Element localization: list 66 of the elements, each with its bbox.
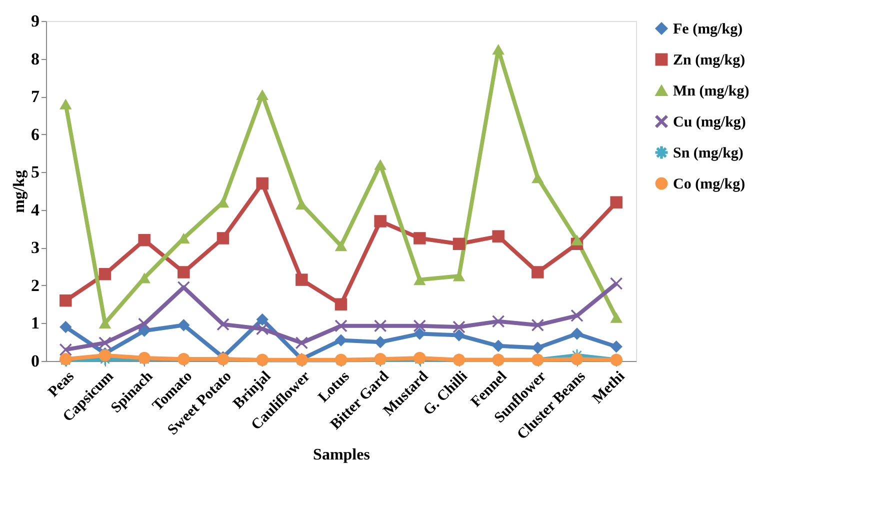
legend-label: Cu (mg/kg) [673, 114, 746, 130]
y-tick-label: 4 [31, 200, 40, 220]
point [452, 238, 466, 250]
point [374, 159, 386, 170]
point [532, 318, 544, 332]
point [570, 310, 584, 322]
point [492, 315, 504, 328]
point [374, 215, 386, 228]
point [138, 234, 150, 246]
legend-label: Fe (mg/kg) [673, 22, 743, 38]
point [492, 44, 504, 55]
y-tick-label: 0 [31, 352, 40, 370]
point [60, 294, 72, 307]
point [374, 336, 386, 348]
legend-label: Zn (mg/kg) [673, 52, 746, 68]
legend-label: Co (mg/kg) [673, 176, 746, 192]
point [334, 320, 348, 332]
point [532, 342, 544, 354]
point [178, 266, 190, 278]
point [610, 277, 622, 290]
point [532, 172, 544, 184]
point [334, 298, 348, 310]
point [296, 336, 308, 349]
point [256, 322, 268, 336]
point [570, 353, 584, 366]
point [98, 268, 112, 280]
point [570, 234, 584, 246]
point [98, 336, 112, 349]
point [256, 89, 268, 100]
point [452, 320, 466, 334]
point [138, 318, 150, 330]
point [414, 232, 426, 244]
point [492, 340, 504, 352]
y-tick-label: 8 [31, 49, 40, 68]
point [256, 177, 268, 190]
point [610, 340, 622, 353]
point [138, 272, 150, 284]
point [60, 320, 72, 334]
point [216, 318, 230, 330]
point [414, 274, 426, 286]
y-tick-label: 7 [31, 87, 40, 106]
y-tick-label: 9 [31, 12, 40, 30]
point [610, 196, 622, 208]
y-axis-title: mg/kg [11, 170, 28, 213]
point [532, 266, 544, 278]
y-tick-label: 2 [31, 276, 40, 295]
y-tick-label: 1 [31, 314, 40, 333]
y-tick-label: 6 [31, 124, 40, 144]
point [374, 320, 386, 332]
y-tick-label: 3 [31, 238, 40, 258]
point [492, 230, 504, 242]
point [60, 344, 72, 356]
point [296, 274, 308, 286]
point [216, 232, 230, 244]
point [138, 324, 150, 337]
point [178, 318, 190, 332]
point [60, 98, 72, 110]
point [570, 328, 584, 340]
point [610, 312, 622, 323]
x-axis-title: Samples [313, 446, 370, 464]
y-tick-label: 5 [31, 162, 40, 182]
legend-label: Sn (mg/kg) [673, 146, 744, 162]
point [334, 240, 348, 252]
point [414, 320, 426, 332]
legend-label: Mn (mg/kg) [673, 84, 750, 100]
point [256, 313, 268, 326]
